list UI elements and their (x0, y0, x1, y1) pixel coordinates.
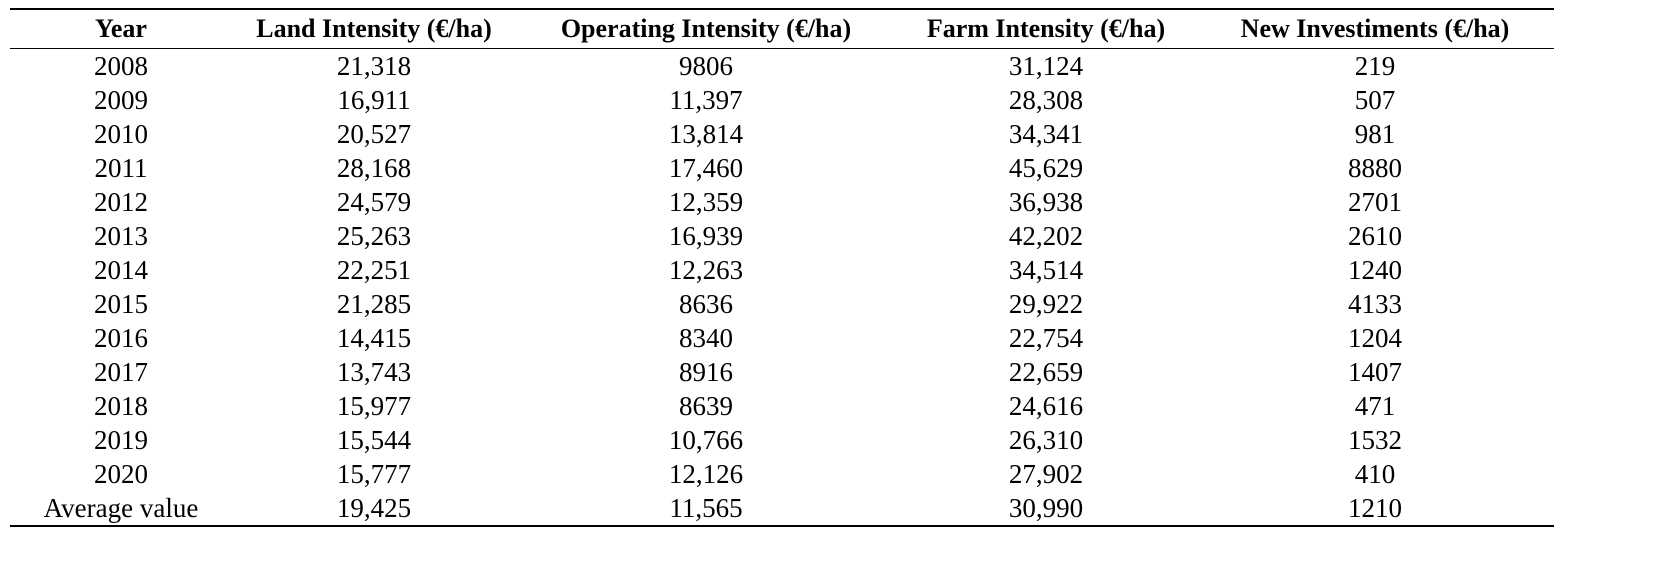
cell-farm-intensity: 36,938 (1008, 186, 1084, 217)
cell-land-intensity: 15,977 (336, 390, 412, 421)
cell-new-investments: 471 (1354, 390, 1396, 421)
cell-new-investments: 1204 (1348, 322, 1402, 353)
cell-year: 2012 (94, 186, 148, 217)
cell-farm-intensity: 29,922 (1008, 288, 1084, 319)
cell-year: 2019 (94, 424, 148, 455)
cell-new-investments: 1407 (1348, 356, 1402, 387)
cell-year: 2010 (94, 118, 148, 149)
cell-land-intensity: 25,263 (336, 220, 412, 251)
cell-farm-intensity: 42,202 (1008, 220, 1084, 251)
table-row-average: Average value 19,425 11,565 30,990 1210 (10, 491, 1554, 526)
cell-operating-intensity: 12,263 (668, 254, 744, 285)
cell-operating-intensity: 8636 (679, 288, 733, 319)
cell-new-investments: 1240 (1348, 254, 1402, 285)
table-row: 2012 24,579 12,359 36,938 2701 (10, 185, 1554, 219)
cell-land-intensity: 22,251 (336, 254, 412, 285)
cell-operating-intensity: 10,766 (668, 424, 744, 455)
cell-land-intensity: 14,415 (336, 322, 412, 353)
cell-operating-intensity: 9806 (679, 50, 733, 81)
cell-farm-intensity: 34,341 (1008, 118, 1084, 149)
cell-new-investments: 8880 (1348, 152, 1402, 183)
cell-farm-intensity: 28,308 (1008, 84, 1084, 115)
cell-land-intensity: 15,777 (336, 458, 412, 489)
cell-new-investments: 1210 (1348, 492, 1402, 523)
intensity-table-container: Year Land Intensity (€/ha) Operating Int… (10, 8, 1554, 527)
cell-new-investments: 2610 (1348, 220, 1402, 251)
cell-land-intensity: 21,285 (336, 288, 412, 319)
header-land-intensity: Land Intensity (€/ha) (256, 14, 492, 43)
cell-new-investments: 507 (1354, 84, 1396, 115)
cell-new-investments: 1532 (1348, 424, 1402, 455)
table-header-row: Year Land Intensity (€/ha) Operating Int… (10, 9, 1554, 49)
cell-land-intensity: 19,425 (336, 492, 412, 523)
header-year: Year (95, 14, 147, 43)
cell-operating-intensity: 11,397 (669, 84, 743, 115)
cell-operating-intensity: 11,565 (669, 492, 743, 523)
cell-new-investments: 981 (1354, 118, 1396, 149)
cell-land-intensity: 21,318 (336, 50, 412, 81)
cell-operating-intensity: 12,359 (668, 186, 744, 217)
cell-land-intensity: 28,168 (336, 152, 412, 183)
cell-farm-intensity: 31,124 (1008, 50, 1084, 81)
table-row: 2009 16,911 11,397 28,308 507 (10, 83, 1554, 117)
cell-new-investments: 2701 (1348, 186, 1402, 217)
cell-farm-intensity: 27,902 (1008, 458, 1084, 489)
cell-new-investments: 4133 (1348, 288, 1402, 319)
cell-operating-intensity: 8916 (679, 356, 733, 387)
cell-year: 2016 (94, 322, 148, 353)
table-row: 2020 15,777 12,126 27,902 410 (10, 457, 1554, 491)
cell-year: 2013 (94, 220, 148, 251)
table-row: 2010 20,527 13,814 34,341 981 (10, 117, 1554, 151)
cell-year: 2009 (94, 84, 148, 115)
header-new-investments: New Investiments (€/ha) (1240, 14, 1510, 43)
table-row: 2016 14,415 8340 22,754 1204 (10, 321, 1554, 355)
table-row: 2013 25,263 16,939 42,202 2610 (10, 219, 1554, 253)
cell-land-intensity: 15,544 (336, 424, 412, 455)
cell-land-intensity: 20,527 (336, 118, 412, 149)
cell-farm-intensity: 22,659 (1008, 356, 1084, 387)
cell-operating-intensity: 12,126 (668, 458, 744, 489)
cell-year: 2017 (94, 356, 148, 387)
cell-farm-intensity: 26,310 (1008, 424, 1084, 455)
table-row: 2008 21,318 9806 31,124 219 (10, 49, 1554, 84)
cell-year: 2008 (94, 50, 148, 81)
cell-operating-intensity: 8340 (679, 322, 733, 353)
cell-year: 2011 (94, 152, 148, 183)
header-farm-intensity: Farm Intensity (€/ha) (926, 14, 1166, 43)
cell-land-intensity: 16,911 (337, 84, 411, 115)
table-row: 2011 28,168 17,460 45,629 8880 (10, 151, 1554, 185)
cell-farm-intensity: 22,754 (1008, 322, 1084, 353)
cell-land-intensity: 24,579 (336, 186, 412, 217)
table-row: 2018 15,977 8639 24,616 471 (10, 389, 1554, 423)
cell-new-investments: 219 (1354, 50, 1396, 81)
intensity-table: Year Land Intensity (€/ha) Operating Int… (10, 8, 1554, 527)
table-row: 2019 15,544 10,766 26,310 1532 (10, 423, 1554, 457)
cell-operating-intensity: 17,460 (668, 152, 744, 183)
table-body: 2008 21,318 9806 31,124 219 2009 16,911 11,397 2… (10, 49, 1554, 526)
cell-year: 2020 (94, 458, 148, 489)
cell-operating-intensity: 8639 (679, 390, 733, 421)
table-row: 2017 13,743 8916 22,659 1407 (10, 355, 1554, 389)
table-row: 2015 21,285 8636 29,922 4133 (10, 287, 1554, 321)
table-row: 2014 22,251 12,263 34,514 1240 (10, 253, 1554, 287)
cell-farm-intensity: 30,990 (1008, 492, 1084, 523)
cell-year: 2015 (94, 288, 148, 319)
header-operating-intensity: Operating Intensity (€/ha) (560, 14, 852, 43)
cell-year: 2014 (94, 254, 148, 285)
cell-year: 2018 (94, 390, 148, 421)
cell-farm-intensity: 45,629 (1008, 152, 1084, 183)
cell-operating-intensity: 16,939 (668, 220, 744, 251)
cell-operating-intensity: 13,814 (668, 118, 744, 149)
cell-land-intensity: 13,743 (336, 356, 412, 387)
cell-farm-intensity: 34,514 (1008, 254, 1084, 285)
cell-farm-intensity: 24,616 (1008, 390, 1084, 421)
cell-year: Average value (43, 492, 199, 523)
cell-new-investments: 410 (1354, 458, 1396, 489)
